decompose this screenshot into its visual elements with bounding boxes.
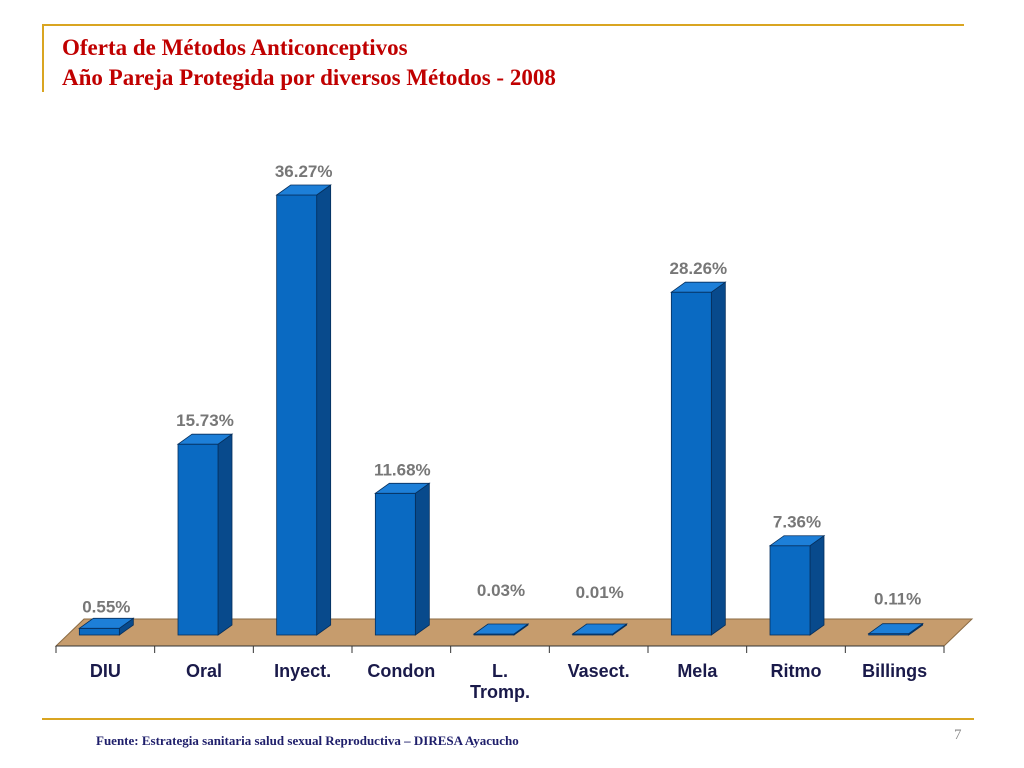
slide-title: Oferta de Métodos Anticonceptivos Año Pa… (62, 33, 556, 93)
left-accent-rule (42, 24, 44, 92)
category-label: L. (492, 661, 508, 681)
data-label: 28.26% (669, 259, 727, 278)
bar-top (472, 623, 530, 635)
title-line-1: Oferta de Métodos Anticonceptivos (62, 35, 408, 60)
bar-side (809, 534, 825, 636)
bar (769, 545, 811, 636)
bar-top (374, 482, 431, 494)
bottom-accent-rule (42, 718, 974, 720)
category-label: Tromp. (470, 682, 530, 702)
source-note: Fuente: Estrategia sanitaria salud sexua… (96, 733, 519, 748)
bar-side (316, 184, 332, 636)
category-label: Vasect. (568, 661, 630, 681)
category-label: Inyect. (274, 661, 331, 681)
data-label: 15.73% (176, 411, 234, 430)
category-label: Condon (367, 661, 435, 681)
page-number: 7 (954, 727, 962, 743)
bar (276, 194, 318, 636)
data-label: 0.55% (82, 597, 130, 616)
data-label: 11.68% (374, 460, 431, 479)
category-label: Billings (862, 661, 927, 681)
bar-top (571, 623, 628, 635)
category-label: Ritmo (771, 661, 822, 681)
data-label: 0.03% (477, 581, 525, 600)
bar (670, 291, 712, 636)
category-label: Oral (186, 661, 222, 681)
bar-top (275, 184, 332, 196)
bar-top (176, 433, 234, 445)
bar (374, 492, 416, 636)
bar (177, 443, 219, 636)
bar-side (414, 482, 430, 636)
top-accent-rule (42, 24, 964, 26)
bar-side (710, 281, 726, 636)
category-label: Mela (677, 661, 718, 681)
bar-top (78, 617, 135, 629)
bar-top (768, 535, 826, 547)
bar-top (867, 623, 924, 635)
title-line-2: Año Pareja Protegida por diversos Método… (62, 65, 556, 90)
data-label: 36.27% (275, 162, 333, 181)
data-label: 0.11% (874, 590, 921, 609)
bar-top (670, 281, 727, 293)
category-label: DIU (90, 661, 121, 681)
bar-side (217, 433, 233, 636)
data-label: 0.01% (576, 583, 624, 602)
data-label: 7.36% (773, 513, 821, 532)
bar (78, 627, 120, 636)
